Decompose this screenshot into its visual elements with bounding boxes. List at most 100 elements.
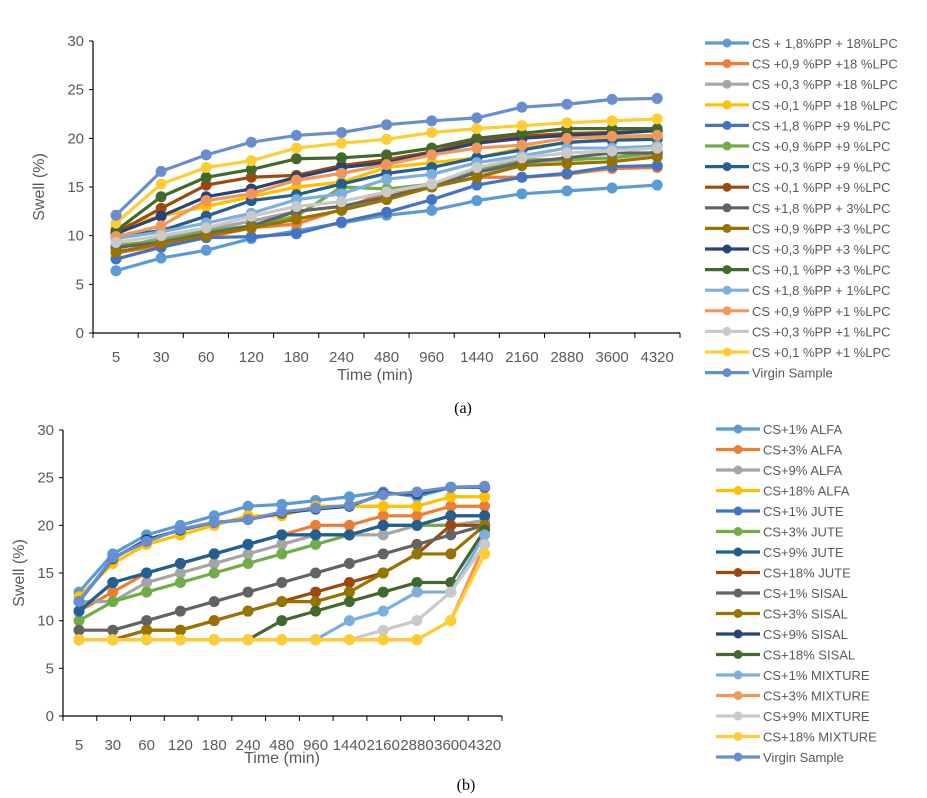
legend-item: CS +0,3 %PP +1 %LPC xyxy=(705,324,891,339)
legend-swatch-marker xyxy=(722,244,732,254)
data-point xyxy=(155,220,167,232)
data-point xyxy=(155,237,167,249)
legend-item: CS+3% ALFA xyxy=(716,443,842,458)
legend-item: CS+18% MIXTURE xyxy=(716,730,877,745)
data-point xyxy=(343,529,355,541)
data-point xyxy=(155,191,167,203)
data-point xyxy=(471,123,483,135)
legend-swatch-marker xyxy=(722,368,732,378)
data-point xyxy=(200,171,212,183)
data-point xyxy=(377,605,389,617)
data-point xyxy=(343,519,355,531)
data-point xyxy=(377,500,389,512)
legend-label: CS +0,3 %PP +1 %LPC xyxy=(752,324,891,339)
series-9 xyxy=(110,151,663,258)
series-9 xyxy=(73,519,491,646)
data-point xyxy=(479,548,491,560)
legend-item: CS +0,3 %PP +3 %LPC xyxy=(705,242,891,257)
data-point xyxy=(381,186,393,198)
legend-label: CS +0,3 %PP +3 %LPC xyxy=(752,242,891,257)
data-point xyxy=(336,178,347,190)
legend-label: CS +0,9 %PP +9 %LPC xyxy=(752,139,891,154)
series-13 xyxy=(110,129,663,243)
data-point xyxy=(336,152,347,164)
data-point xyxy=(242,514,254,526)
data-point xyxy=(174,567,186,579)
data-point xyxy=(242,634,254,646)
data-point xyxy=(606,93,618,105)
data-point xyxy=(516,152,528,164)
x-tick-label: 2880 xyxy=(400,737,433,754)
data-point xyxy=(381,119,393,131)
series-16 xyxy=(73,480,491,608)
legend-swatch-marker xyxy=(733,506,743,516)
data-point xyxy=(479,510,491,522)
x-axis-title: Time (min) xyxy=(244,750,320,767)
legend-label: CS +0,1 %PP +1 %LPC xyxy=(752,345,891,360)
legend-item: CS+1% SISAL xyxy=(716,586,848,601)
data-point xyxy=(516,120,528,132)
legend-swatch-marker xyxy=(733,670,743,680)
legend-label: Virgin Sample xyxy=(763,750,844,765)
legend-item: CS +0,3 %PP +9 %LPC xyxy=(705,160,891,175)
legend-swatch-marker xyxy=(722,141,732,151)
legend-swatch-marker xyxy=(722,347,732,357)
data-point xyxy=(245,210,257,222)
legend-swatch-marker xyxy=(733,547,743,557)
data-point xyxy=(107,624,119,636)
data-point xyxy=(336,167,347,179)
x-tick-label: 180 xyxy=(202,737,227,754)
legend-label: CS+1% SISAL xyxy=(763,586,848,601)
data-point xyxy=(411,577,423,589)
data-point xyxy=(426,115,438,127)
legend-swatch-marker xyxy=(722,203,732,213)
data-point xyxy=(651,151,663,163)
data-point xyxy=(516,160,528,172)
data-point xyxy=(561,147,573,159)
y-tick-label: 15 xyxy=(37,565,54,582)
legend-label: CS+3% ALFA xyxy=(763,443,842,458)
x-axis-title: Time (min) xyxy=(337,367,413,384)
legend-item: CS +1,8 %PP + 1%LPC xyxy=(705,283,891,298)
data-point xyxy=(561,167,573,179)
legend-swatch-marker xyxy=(722,79,732,89)
data-point xyxy=(336,204,347,216)
data-point xyxy=(445,548,457,560)
legend-label: CS+3% MIXTURE xyxy=(763,689,870,704)
data-point xyxy=(242,605,254,617)
data-point xyxy=(107,596,119,608)
legend-item: CS +0,1 %PP +3 %LPC xyxy=(705,263,891,278)
x-tick-label: 1440 xyxy=(333,737,366,754)
legend-label: CS +0,1 %PP +3 %LPC xyxy=(752,263,891,278)
y-tick-label: 25 xyxy=(37,470,54,487)
data-point xyxy=(290,129,302,141)
data-point xyxy=(651,160,663,172)
data-point xyxy=(426,126,438,138)
data-point xyxy=(245,155,257,167)
data-point xyxy=(479,480,491,492)
legend-item: CS+1% MIXTURE xyxy=(716,668,870,683)
data-point xyxy=(471,112,483,124)
data-point xyxy=(561,158,573,170)
legend-swatch-marker xyxy=(733,609,743,618)
y-tick-label: 30 xyxy=(37,422,54,439)
legend-item: CS+18% JUTE xyxy=(716,566,851,581)
data-point xyxy=(245,171,257,183)
x-tick-label: 30 xyxy=(104,737,121,754)
chart-caption: (a) xyxy=(454,400,472,417)
x-tick-label: 2880 xyxy=(550,349,583,366)
data-point xyxy=(343,557,355,569)
legend-swatch-marker xyxy=(733,629,743,639)
x-tick-label: 2160 xyxy=(367,737,400,754)
data-point xyxy=(110,236,122,248)
legend-swatch-marker xyxy=(722,306,732,316)
legend-swatch-marker xyxy=(733,486,743,495)
series-8 xyxy=(73,519,491,636)
data-point xyxy=(606,182,618,194)
data-point xyxy=(651,113,663,125)
data-point xyxy=(336,216,347,228)
data-point xyxy=(290,142,302,154)
legend-label: CS +0,3 %PP +18 %LPC xyxy=(752,77,898,92)
data-point xyxy=(381,194,393,206)
x-tick-label: 3600 xyxy=(434,737,467,754)
